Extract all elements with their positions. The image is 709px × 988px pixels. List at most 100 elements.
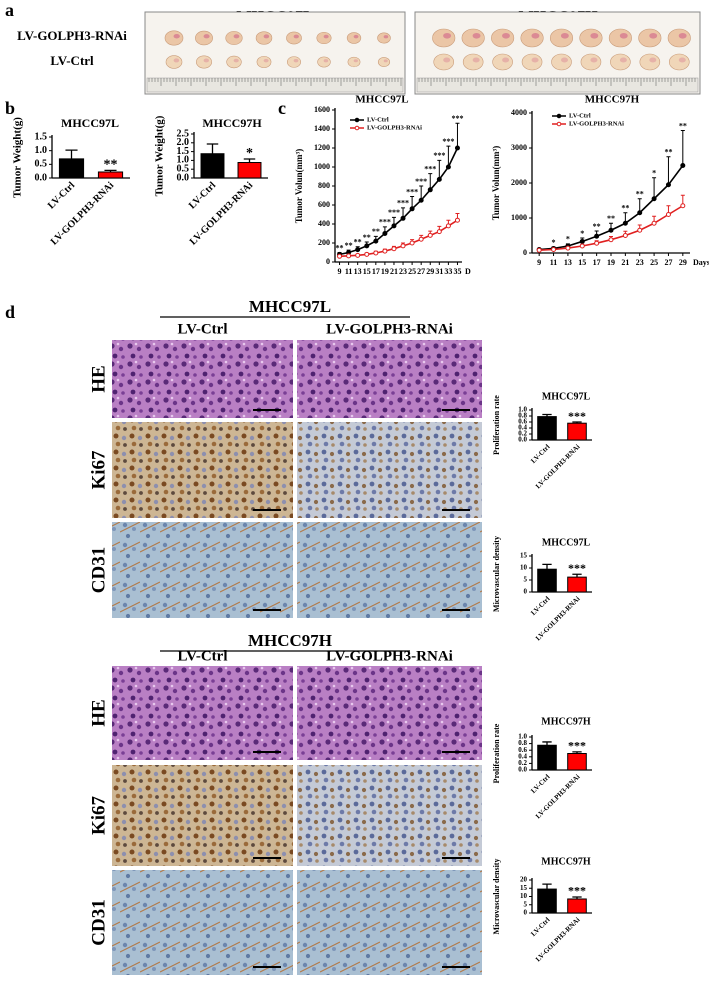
y-axis-label: Tumor Volun(mm³) [294,149,304,223]
point [536,247,542,253]
point [346,253,352,259]
error-bar [243,158,256,163]
significance: *** [451,114,463,123]
tumor [256,56,272,68]
tumor [491,28,515,48]
tumor-spot [353,59,358,63]
point [427,232,433,238]
y-tick-label: 0.4 [518,424,527,432]
significance: *** [397,199,409,208]
y-tick-label: 2.5 [177,128,190,139]
section-title: MHCC97H [248,631,332,650]
significance: *** [568,561,586,575]
category-label: LV-Ctrl [529,443,551,465]
tumor-spot [323,34,329,39]
y-tick-label: 2.0 [177,137,190,148]
x-tick-label: 15 [578,258,586,267]
x-tick-label: 11 [550,258,558,267]
significance: *** [433,151,445,160]
point [445,164,451,170]
significance: *** [568,884,586,898]
point [594,240,600,246]
error-bar [65,149,78,159]
tumor-spot [263,58,269,63]
y-tick-label: 2000 [511,178,527,187]
point [436,229,442,235]
y-tick-label: 1400 [314,124,330,133]
tumor-spot [173,33,180,39]
y-axis-label: Tumor Weight(g) [154,115,166,196]
chart-title: MHCC97L [355,94,408,106]
x-tick-label: 19 [381,267,389,276]
ruler [416,77,699,93]
tumor-spot [383,59,388,63]
x-tick-label: 27 [664,258,672,267]
x-tick-label: 19 [607,258,615,267]
y-tick-label: 200 [318,238,330,247]
tumor [316,31,332,45]
y-tick-label: 15 [520,552,528,560]
x-tick-label: 13 [354,267,362,276]
tumor [347,56,361,68]
x-tick-label: 9 [537,258,541,267]
significance: ** [636,190,644,199]
y-tick-label: 1600 [314,105,330,114]
x-tick-label: 9 [338,267,342,276]
y-tick-label: 1200 [314,143,330,152]
tumor-spot [383,35,389,39]
significance: ** [345,241,353,250]
y-axis-label: Tumor Weight(g) [12,117,24,198]
tumor [225,31,243,45]
point [400,243,406,249]
error-bar [104,169,117,172]
bar [200,153,225,179]
significance: * [566,235,570,244]
point [579,238,585,244]
significance: *** [568,409,586,423]
point [445,223,451,229]
tumor [492,53,513,71]
column-label: LV-Ctrl [178,648,228,664]
legend-marker [354,117,360,123]
y-tick-label: 0.0 [35,172,48,183]
bar [567,422,587,441]
micrograph [297,765,482,866]
error-bar [572,421,582,424]
significance: ** [363,233,371,242]
y-tick-label: 10 [520,892,528,900]
bar [537,416,557,441]
significance: * [552,238,556,247]
micrograph [112,870,293,975]
x-tick-label: 23 [636,258,644,267]
error-bar [666,156,671,185]
point [418,236,424,242]
significance: * [652,169,656,178]
significance: *** [568,739,586,753]
x-tick-label: 27 [417,267,425,276]
y-tick-label: 1.5 [177,146,190,157]
micrograph [297,422,482,518]
error-bar [542,563,552,570]
tumor-spot [531,57,539,63]
x-tick-label: 35 [453,267,461,276]
error-bar [542,883,552,890]
point [579,243,585,249]
y-tick-label: 1.0 [518,406,527,414]
point [651,196,657,202]
tumor-spot [531,32,540,39]
tumor-spot [649,57,657,63]
tumor-spot [619,32,628,39]
y-tick-label: 0 [523,248,527,257]
y-tick-label: 5 [524,576,528,584]
x-tick-label: 33 [444,267,452,276]
x-tick-label: 31 [435,267,443,276]
significance: *** [388,208,400,217]
tumor [255,31,273,45]
tumor [433,53,455,71]
point [391,246,397,252]
chart-title: MHCC97L [61,116,119,130]
tumor [432,28,456,48]
y-tick-label: 0.6 [518,418,527,426]
x-tick-label: 29 [426,267,434,276]
